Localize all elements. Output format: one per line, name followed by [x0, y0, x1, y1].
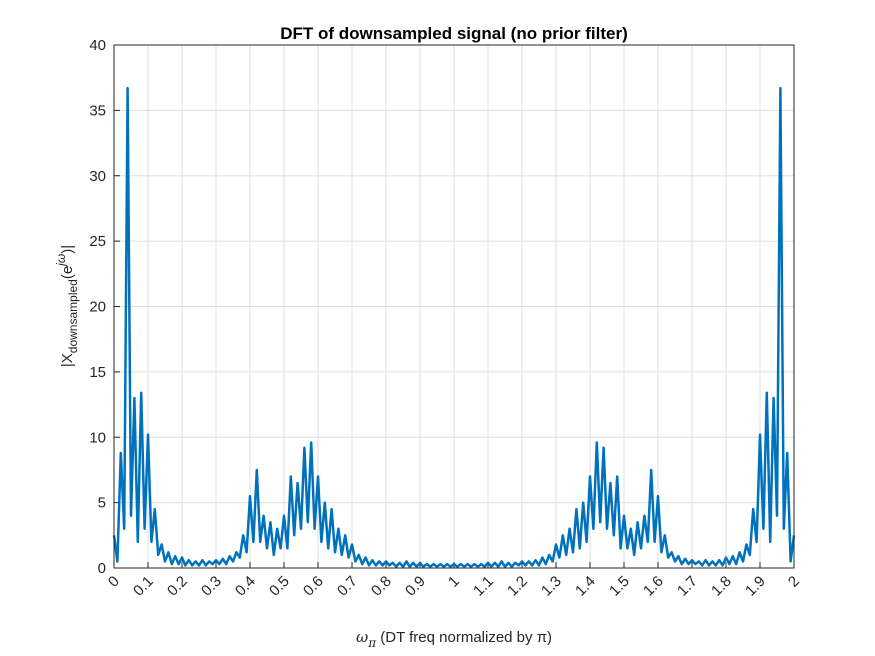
- x-axis-label: ωπ (DT freq normalized by π): [356, 628, 552, 650]
- y-tick-label: 5: [98, 495, 106, 512]
- y-label-sup: jω: [54, 254, 68, 268]
- y-tick-label: 40: [89, 37, 106, 54]
- x-label-text: (DT freq normalized by π): [376, 629, 552, 646]
- x-label-symbol: ω: [356, 628, 368, 646]
- chart-title: DFT of downsampled signal (no prior filt…: [280, 24, 628, 43]
- y-tick-label: 35: [89, 102, 106, 119]
- y-label-base: |X: [59, 353, 76, 367]
- x-label-sub: π: [367, 636, 377, 650]
- y-tick-label: 25: [89, 233, 106, 250]
- y-tick-label: 0: [98, 560, 106, 577]
- data-line: [112, 86, 796, 568]
- y-axis-label: |Xdownsampled(ejω)|: [54, 245, 80, 367]
- y-label-mid: (e: [59, 266, 76, 279]
- y-label-end: )|: [59, 245, 76, 254]
- axes-frame: [113, 44, 795, 569]
- y-tick-label: 20: [89, 299, 106, 316]
- y-tick-label: 10: [89, 429, 106, 446]
- y-tick-label: 30: [89, 168, 106, 185]
- y-tick-label: 15: [89, 364, 106, 381]
- y-label-sub: downsampled: [66, 279, 80, 353]
